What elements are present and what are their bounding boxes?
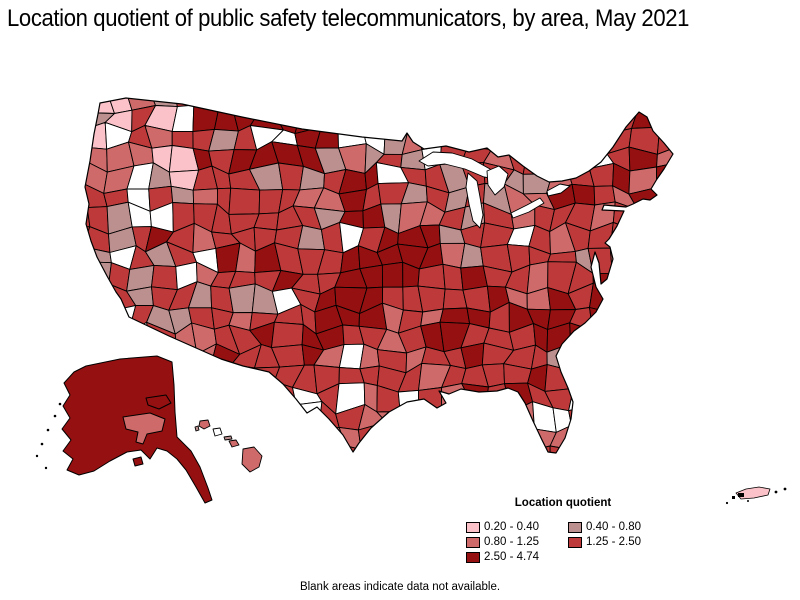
lake-erie bbox=[510, 197, 545, 219]
legend-item-2: 0.40 - 0.80 bbox=[568, 521, 668, 533]
legend-item-5: 2.50 - 4.74 bbox=[466, 551, 568, 563]
puerto-rico-small-islands bbox=[725, 487, 787, 505]
niihau-island bbox=[194, 425, 200, 432]
legend-item-1: 0.20 - 0.40 bbox=[466, 521, 568, 533]
legend-label: 1.25 - 2.50 bbox=[586, 536, 641, 548]
hawaii-big-island bbox=[241, 446, 263, 473]
legend: Location quotient 0.20 - 0.40 0.40 - 0.8… bbox=[462, 497, 664, 563]
legend-swatch-1.25-2.50 bbox=[568, 537, 582, 548]
great-lakes bbox=[418, 151, 571, 229]
puerto-rico-main-island bbox=[735, 486, 771, 500]
maui-island bbox=[228, 439, 240, 448]
legend-swatch-0.20-0.40 bbox=[466, 522, 480, 533]
molokai-island bbox=[223, 435, 233, 441]
kauai-island bbox=[198, 419, 211, 430]
legend-label: 0.20 - 0.40 bbox=[484, 521, 539, 533]
legend-label: 2.50 - 4.74 bbox=[484, 551, 539, 563]
map-footnote: Blank areas indicate data not available. bbox=[299, 581, 501, 593]
legend-title: Location quotient bbox=[514, 497, 612, 509]
lake-ontario bbox=[546, 183, 571, 197]
lake-huron bbox=[486, 165, 509, 196]
legend-swatch-2.50-4.74 bbox=[466, 552, 480, 563]
legend-item-3: 0.80 - 1.25 bbox=[466, 536, 568, 548]
aleutian-islands bbox=[35, 402, 62, 470]
legend-swatch-0.40-0.80 bbox=[568, 522, 582, 533]
oahu-island bbox=[212, 427, 223, 437]
legend-item-4: 1.25 - 2.50 bbox=[568, 536, 668, 548]
lake-michigan bbox=[465, 172, 484, 229]
legend-label: 0.80 - 1.25 bbox=[484, 536, 539, 548]
legend-label: 0.40 - 0.80 bbox=[586, 521, 641, 533]
alaska-fairbanks-area bbox=[145, 394, 172, 410]
alaska-anchorage-area bbox=[122, 412, 166, 445]
kodiak-island bbox=[132, 456, 144, 467]
mainland-outline bbox=[84, 97, 674, 454]
legend-swatch-0.80-1.25 bbox=[466, 537, 480, 548]
legend-grid: 0.20 - 0.40 0.40 - 0.80 0.80 - 1.25 1.25… bbox=[466, 521, 664, 563]
puerto-rico bbox=[725, 486, 787, 505]
hawaii bbox=[194, 419, 263, 473]
map-title: Location quotient of public safety telec… bbox=[7, 5, 690, 32]
alaska bbox=[35, 355, 213, 504]
